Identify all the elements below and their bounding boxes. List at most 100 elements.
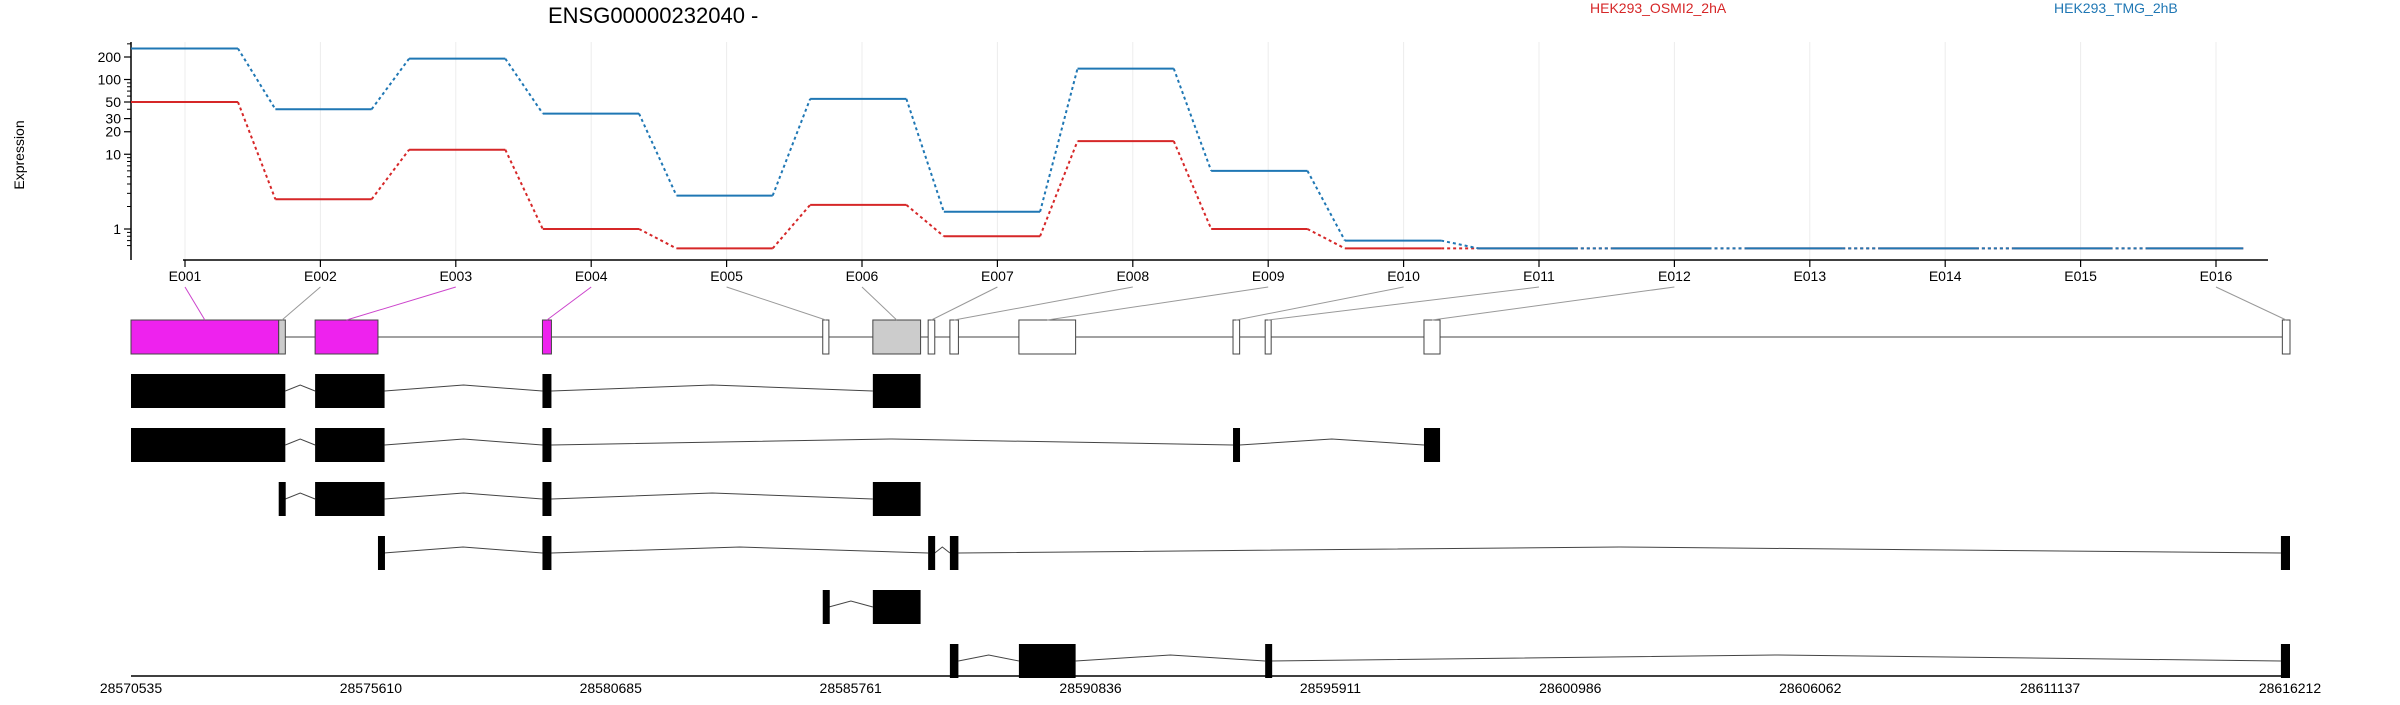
intron [1075, 654, 1266, 662]
transcript-exon [1423, 428, 1441, 462]
intron [1239, 438, 1425, 446]
gene-model: 28570535 28575610 28580685 28585761 28590836… [100, 286, 2322, 696]
transcript-3 [278, 482, 921, 516]
exon-e012 [1423, 319, 1441, 355]
transcript-5 [822, 590, 921, 624]
genome-tick-label-28580685: 28580685 [580, 680, 643, 696]
intron [934, 546, 951, 554]
series-transition [1172, 68, 1213, 172]
exon-e009 [1018, 319, 1077, 355]
intron [551, 384, 873, 392]
exon-link-e010 [1236, 286, 1404, 321]
transcript-exon [542, 428, 552, 462]
intron [551, 546, 929, 554]
intron [958, 546, 2281, 554]
genome-tick-label-28570535: 28570535 [100, 680, 163, 696]
exon-link-e002 [281, 286, 321, 321]
exon-e008 [949, 319, 959, 355]
series-transition [1172, 140, 1213, 230]
series-transition [1306, 170, 1346, 242]
intron [285, 438, 316, 446]
y-tick-label-20: 20 [105, 124, 121, 140]
intron [384, 384, 543, 392]
exon-link-e012 [1431, 286, 1675, 321]
x-tick-label-e008: E008 [1116, 268, 1149, 284]
series-transition [504, 149, 544, 230]
x-tick-label-e012: E012 [1658, 268, 1691, 284]
series-transition [905, 204, 945, 238]
intron [383, 546, 543, 554]
transcript-exon [315, 482, 385, 516]
y-tick-label-100: 100 [98, 72, 122, 88]
x-tick-label-e010: E010 [1387, 268, 1420, 284]
x-tick-label-e015: E015 [2064, 268, 2097, 284]
exon-e004 [541, 319, 552, 355]
legend-entry-tmg: HEK293_TMG_2hB [2054, 0, 2178, 16]
genome-tick-label-28595911: 28595911 [1300, 680, 1361, 696]
intron [958, 654, 1020, 662]
x-tick-label-e005: E005 [710, 268, 743, 284]
transcript-exon [315, 428, 385, 462]
genome-tick-label-28611137: 28611137 [2020, 680, 2080, 696]
y-tick-label-10: 10 [105, 146, 121, 162]
series-transition [638, 228, 677, 250]
exon-e016 [2281, 319, 2291, 355]
intron [285, 492, 316, 500]
transcript-exon [872, 374, 921, 408]
intron [1269, 654, 2281, 662]
transcript-exon [1018, 644, 1076, 678]
intron [285, 384, 316, 392]
genome-tick-label-28616212: 28616212 [2259, 680, 2322, 696]
series-osmi2 [131, 101, 2244, 250]
transcript-4 [377, 536, 2290, 570]
exon-link-e009 [1047, 286, 1269, 321]
intron [551, 492, 873, 500]
exon-e005 [822, 319, 830, 355]
series-transition [1440, 239, 1479, 250]
transcript-exon [949, 644, 959, 678]
x-tick-label-e011: E011 [1523, 268, 1555, 284]
y-tick-label-50: 50 [105, 94, 121, 110]
series-transition [504, 58, 544, 115]
genome-tick-label-28606062: 28606062 [1779, 680, 1842, 696]
x-tick-label-e014: E014 [1929, 268, 1962, 284]
series-transition [905, 98, 945, 213]
series-transition [237, 47, 277, 110]
exon-link-e005 [726, 286, 826, 321]
exon-e001 [130, 319, 280, 355]
intron [384, 438, 543, 446]
transcript-exon [278, 482, 286, 516]
genome-tick-label-28585761: 28585761 [820, 680, 883, 696]
series-transition [1306, 228, 1346, 250]
exon-link-e008 [954, 286, 1133, 321]
transcript-exon [872, 482, 921, 516]
y-tick-label-30: 30 [105, 111, 121, 127]
exon-e010 [1232, 319, 1241, 355]
transcript-exon [2280, 644, 2290, 678]
transcript-exon [1233, 428, 1241, 462]
x-tick-label-e002: E002 [304, 268, 337, 284]
transcript-exon [949, 536, 959, 570]
chart-title: ENSG00000232040 - [548, 3, 758, 28]
x-tick-label-e016: E016 [2200, 268, 2233, 284]
y-tick-label-1: 1 [113, 221, 121, 237]
exon-link-e007 [931, 286, 998, 321]
x-tick-label-e004: E004 [575, 268, 608, 284]
genome-tick-label-28575610: 28575610 [340, 680, 403, 696]
transcript-exon [131, 374, 286, 408]
exon-e007 [927, 319, 936, 355]
exon-link-e003 [346, 286, 456, 321]
series-transition [771, 98, 812, 196]
transcript-6 [949, 644, 2290, 678]
y-axis-label: Expression [11, 120, 27, 189]
transcript-1 [131, 374, 921, 408]
x-tick-label-e003: E003 [439, 268, 472, 284]
intron [384, 492, 543, 500]
exon-e006 [872, 319, 922, 355]
transcript-exon [542, 374, 552, 408]
exon-e011 [1264, 319, 1272, 355]
transcript-2 [131, 428, 1441, 462]
